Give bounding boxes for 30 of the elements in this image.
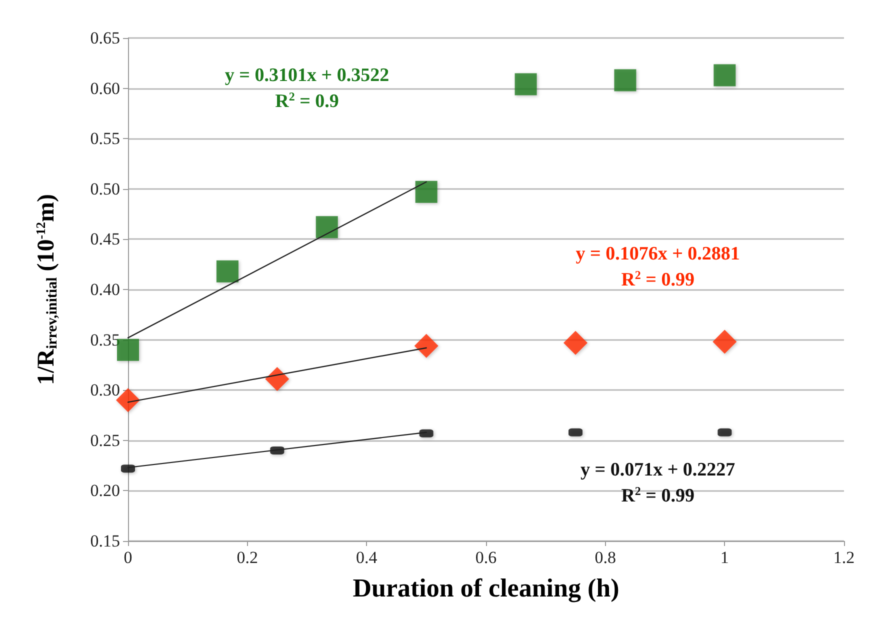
x-tick-label: 0.2 (236, 548, 258, 567)
x-tick-label: 0.6 (475, 548, 497, 567)
point (614, 69, 636, 92)
y-tick-label: 0.15 (90, 532, 120, 550)
point (316, 216, 338, 238)
x-tick-label: 1 (720, 548, 729, 567)
y-axis-title: 1/Rirrev,initial (10-12m) (33, 194, 60, 386)
y-tick-label: 0.55 (90, 129, 120, 148)
point (712, 330, 737, 354)
y-tick-label: 0.50 (90, 179, 120, 198)
y-tick-label: 0.20 (90, 481, 120, 500)
x-tick-label: 0.8 (594, 548, 616, 567)
point (564, 330, 588, 355)
point (414, 334, 438, 358)
y-tick-label: 0.25 (90, 430, 120, 450)
point (415, 180, 438, 203)
x-tick-label: 1.2 (833, 548, 855, 567)
y-tick-label: 0.60 (90, 78, 120, 98)
x-axis-title: Duration of cleaning (h) (352, 574, 620, 602)
y-tick-label: 0.65 (90, 28, 120, 48)
point (714, 64, 736, 86)
x-tick-label: 0.4 (356, 548, 378, 567)
y-tick-label: 0.35 (90, 330, 120, 350)
point (265, 367, 290, 392)
y-tick-label: 0.40 (90, 280, 120, 299)
point (216, 260, 238, 282)
point (514, 73, 537, 96)
y-tick-label: 0.45 (90, 230, 120, 249)
y-tick-label: 0.30 (90, 380, 120, 400)
x-tick-label: 0 (124, 548, 132, 567)
